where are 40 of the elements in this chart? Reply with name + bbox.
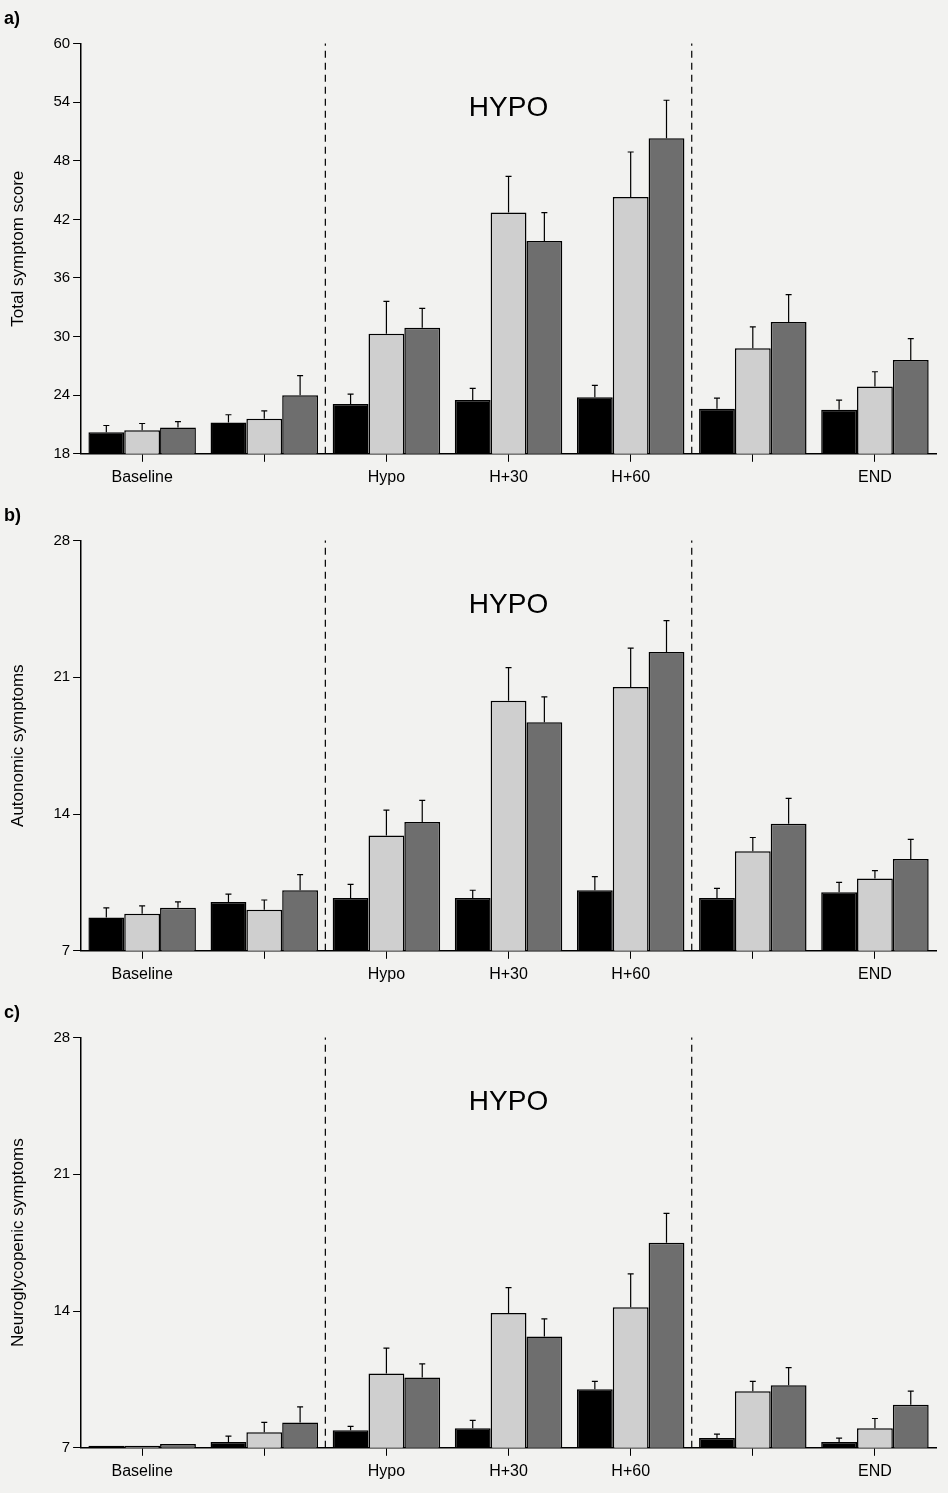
x-tick-label: H+30 xyxy=(489,1461,528,1479)
y-tick-label: 28 xyxy=(53,1027,71,1045)
y-axis-title: Total symptom score xyxy=(7,170,27,327)
y-tick-label: 42 xyxy=(53,209,71,227)
y-tick-label: 7 xyxy=(61,1437,71,1455)
annotation: HYPO xyxy=(468,1085,549,1117)
x-tick-label: Baseline xyxy=(111,964,173,982)
y-tick-label: 18 xyxy=(53,443,71,461)
y-tick-label: 14 xyxy=(53,1301,71,1319)
x-tick-label: Hypo xyxy=(367,964,406,982)
y-tick-label: 60 xyxy=(53,33,71,51)
x-tick-label: END xyxy=(858,964,892,982)
annotation: HYPO xyxy=(468,91,549,123)
chart-title: a) xyxy=(4,7,21,28)
x-tick-label: Baseline xyxy=(111,1461,173,1479)
y-tick-label: 36 xyxy=(53,268,71,286)
x-tick-label: H+30 xyxy=(489,467,528,485)
x-tick-label: END xyxy=(858,1461,892,1479)
y-tick-label: 7 xyxy=(61,940,71,958)
x-tick-label: H+60 xyxy=(611,467,651,485)
x-tick-label: Hypo xyxy=(367,467,406,485)
y-tick-label: 30 xyxy=(53,326,71,344)
y-tick-label: 24 xyxy=(53,385,71,403)
x-tick-label: Baseline xyxy=(111,467,173,485)
y-tick-label: 21 xyxy=(53,667,71,685)
y-tick-label: 28 xyxy=(53,530,71,548)
annotation: HYPO xyxy=(468,588,549,620)
x-tick-label: H+60 xyxy=(611,964,651,982)
y-tick-label: 48 xyxy=(53,150,71,168)
y-axis-title: Neuroglycopenic symptoms xyxy=(7,1138,27,1348)
chart-title: b) xyxy=(4,504,21,525)
x-tick-label: H+30 xyxy=(489,964,528,982)
y-axis-title: Autonomic symptoms xyxy=(7,664,27,827)
chart-title: c) xyxy=(4,1001,21,1022)
x-tick-label: H+60 xyxy=(611,1461,651,1479)
x-tick-label: END xyxy=(858,467,892,485)
y-tick-label: 21 xyxy=(53,1164,71,1182)
y-tick-label: 54 xyxy=(53,92,71,110)
x-tick-label: Hypo xyxy=(367,1461,406,1479)
y-tick-label: 14 xyxy=(53,804,71,822)
